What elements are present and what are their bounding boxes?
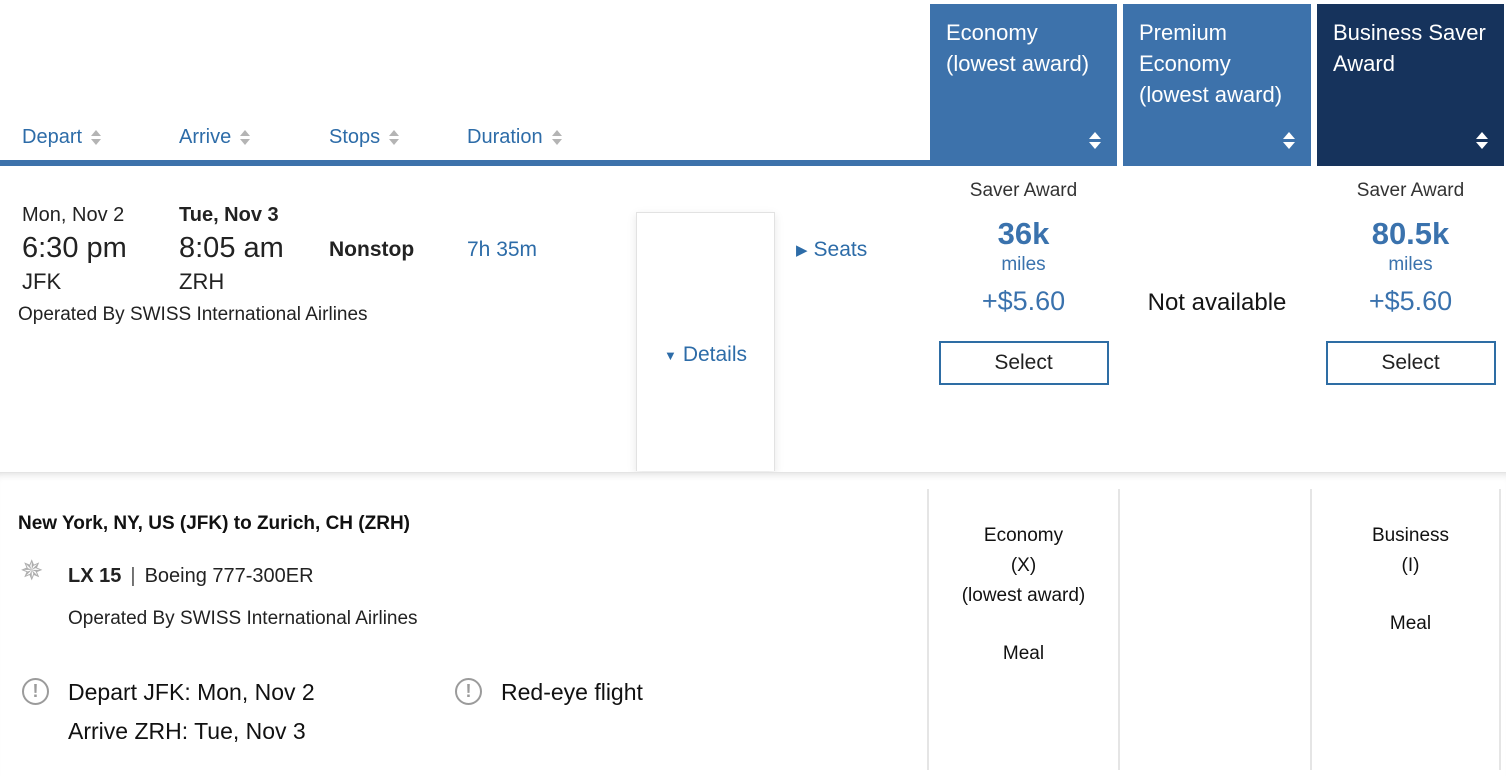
business-miles-unit: miles xyxy=(1388,254,1433,275)
sort-header-depart-label: Depart xyxy=(22,126,83,148)
depart-date: Mon, Nov 2 xyxy=(22,204,125,226)
stops-value: Nonstop xyxy=(329,238,415,261)
business-award-type: Saver Award xyxy=(1356,180,1465,201)
business-meal-label: Meal xyxy=(1389,613,1432,634)
economy-fees-value: +$5.60 xyxy=(981,286,1066,316)
business-miles-value: 80.5k xyxy=(1371,216,1450,251)
star-alliance-icon: ✵ xyxy=(20,555,44,586)
warning-red-eye: ! Red-eye flight xyxy=(455,673,643,712)
fare-cell-business: Saver Award 80.5k miles +$5.60 Select xyxy=(1317,180,1504,385)
business-booking-class: (I) xyxy=(1401,555,1420,576)
flight-number: LX 15 xyxy=(68,565,122,587)
flight-number-line: LX 15 | Boeing 777-300ER xyxy=(68,565,314,588)
sort-header-depart[interactable]: Depart xyxy=(22,126,102,149)
cabin-info-economy: Economy (X) (lowest award) Meal xyxy=(930,521,1117,669)
warning-depart-line: Depart JFK: Mon, Nov 2 xyxy=(68,679,315,705)
arrive-date: Tue, Nov 3 xyxy=(179,204,279,226)
alert-circle-icon: ! xyxy=(455,678,482,705)
details-toggle-link[interactable]: ▼ Details xyxy=(664,239,747,471)
sort-header-duration[interactable]: Duration xyxy=(467,126,562,149)
economy-meal-label: Meal xyxy=(1002,643,1045,664)
arrive-time: 8:05 am xyxy=(179,232,284,264)
sort-header-arrive-label: Arrive xyxy=(179,126,232,148)
details-tab-panel: ▼ Details xyxy=(636,212,775,471)
fare-header-business[interactable]: Business Saver Award xyxy=(1317,4,1504,166)
business-select-button[interactable]: Select xyxy=(1325,341,1496,385)
column-divider xyxy=(1499,489,1501,770)
depart-info: Mon, Nov 2 6:30 pm JFK xyxy=(22,204,127,295)
warning-date-change: ! Depart JFK: Mon, Nov 2 Arrive ZRH: Tue… xyxy=(22,673,315,751)
seats-link[interactable]: ▶ Seats xyxy=(796,238,867,262)
warning-date-change-text: Depart JFK: Mon, Nov 2 Arrive ZRH: Tue, … xyxy=(68,673,315,751)
arrive-info: Tue, Nov 3 8:05 am ZRH xyxy=(179,204,284,295)
fare-cell-economy: Saver Award 36k miles +$5.60 Select xyxy=(930,180,1117,385)
economy-cabin-name: Economy xyxy=(983,525,1064,546)
sort-header-duration-label: Duration xyxy=(467,126,543,148)
fare-header-premium-economy[interactable]: Premium Economy (lowest award) xyxy=(1123,4,1311,166)
chevron-down-icon: ▼ xyxy=(663,347,677,363)
seats-link-label: Seats xyxy=(813,238,868,261)
business-cabin-name: Business xyxy=(1371,525,1450,546)
route-title: New York, NY, US (JFK) to Zurich, CH (ZR… xyxy=(18,513,410,534)
warning-arrive-line: Arrive ZRH: Tue, Nov 3 xyxy=(68,718,306,744)
fare-header-business-label: Business Saver Award xyxy=(1333,20,1486,76)
sort-header-stops[interactable]: Stops xyxy=(329,126,400,149)
sort-arrows-icon xyxy=(91,130,102,145)
sort-arrows-icon xyxy=(1476,132,1488,149)
fare-header-economy[interactable]: Economy (lowest award) xyxy=(930,4,1117,166)
business-fees-value: +$5.60 xyxy=(1368,286,1453,316)
column-divider xyxy=(927,489,929,770)
sort-header-arrive[interactable]: Arrive xyxy=(179,126,251,149)
premium-economy-not-available: Not available xyxy=(1147,289,1287,316)
arrive-airport: ZRH xyxy=(179,269,225,294)
column-divider xyxy=(1118,489,1120,770)
economy-miles-value: 36k xyxy=(997,216,1050,251)
sort-arrows-icon xyxy=(240,130,251,145)
alert-circle-icon: ! xyxy=(22,678,49,705)
fare-header-economy-label: Economy (lowest award) xyxy=(946,20,1090,76)
depart-airport: JFK xyxy=(22,269,62,294)
sort-arrows-icon xyxy=(551,130,562,145)
economy-award-type: Saver Award xyxy=(969,180,1078,201)
sort-arrows-icon xyxy=(1089,132,1101,149)
fare-header-premium-economy-label: Premium Economy (lowest award) xyxy=(1139,20,1283,107)
column-divider xyxy=(1310,489,1312,770)
flight-details-panel: New York, NY, US (JFK) to Zurich, CH (ZR… xyxy=(0,472,1506,776)
economy-booking-class: (X) xyxy=(1010,555,1037,576)
economy-miles-unit: miles xyxy=(1001,254,1046,275)
sort-arrows-icon xyxy=(389,130,400,145)
operated-by-text: Operated By SWISS International Airlines xyxy=(18,304,368,325)
sort-arrows-icon xyxy=(1283,132,1295,149)
sort-header-stops-label: Stops xyxy=(329,126,381,148)
depart-time: 6:30 pm xyxy=(22,232,127,264)
economy-select-button[interactable]: Select xyxy=(938,341,1109,385)
warning-red-eye-text: Red-eye flight xyxy=(501,679,643,705)
details-operated-by-text: Operated By SWISS International Airlines xyxy=(68,608,418,629)
cabin-info-business: Business (I) Meal xyxy=(1317,521,1504,639)
header-divider-bar xyxy=(0,160,930,166)
separator: | xyxy=(130,565,136,587)
duration-value: 7h 35m xyxy=(467,238,538,261)
aircraft-type: Boeing 777-300ER xyxy=(144,565,314,587)
chevron-right-icon: ▶ xyxy=(796,242,808,259)
details-toggle-label: Details xyxy=(682,343,748,366)
economy-award-note: (lowest award) xyxy=(961,585,1086,606)
